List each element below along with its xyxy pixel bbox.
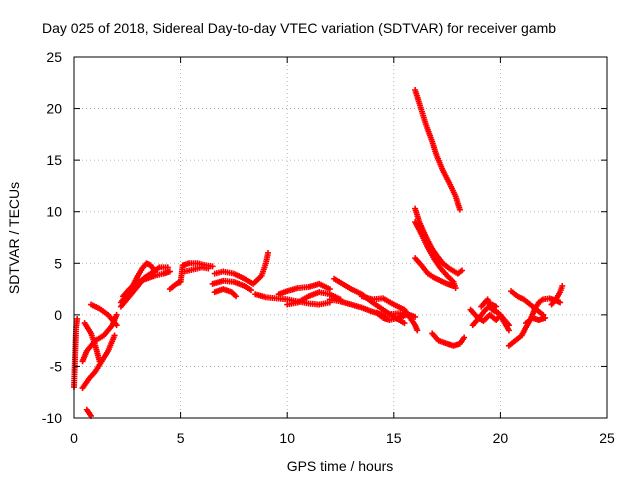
y-tick-label: 5 <box>54 255 62 271</box>
data-point <box>113 322 120 329</box>
data-points <box>71 87 566 419</box>
y-tick-label: -10 <box>42 410 62 426</box>
series-arc-3 <box>79 332 118 392</box>
series-arc-21 <box>373 309 410 324</box>
series-arc-24 <box>412 219 459 292</box>
series-arc-4 <box>83 406 95 419</box>
data-point <box>505 322 512 329</box>
data-point <box>505 327 512 334</box>
x-tick-label: 0 <box>70 430 78 446</box>
data-point <box>412 313 419 320</box>
data-point <box>96 358 103 365</box>
data-point <box>461 334 468 341</box>
data-point <box>403 311 410 318</box>
y-axis-label: SDTVAR / TECUs <box>6 182 22 294</box>
y-tick-label: 25 <box>46 49 62 65</box>
x-axis-label: GPS time / hours <box>287 458 394 474</box>
data-point <box>111 332 118 339</box>
x-tick-label: 5 <box>177 430 185 446</box>
y-tick-label: 0 <box>54 307 62 323</box>
data-point <box>401 320 408 327</box>
y-tick-label: 20 <box>46 101 62 117</box>
data-point <box>557 299 564 306</box>
data-point <box>459 267 466 274</box>
data-point <box>164 264 171 271</box>
series-arc-22 <box>412 87 463 213</box>
data-point <box>326 286 333 293</box>
y-tick-label: -5 <box>50 358 63 374</box>
data-point <box>166 268 173 275</box>
series-arc-17 <box>284 289 344 308</box>
data-point <box>542 314 549 321</box>
series-arc-31 <box>508 288 547 318</box>
series-arc-29 <box>478 296 512 329</box>
series-arc-32 <box>522 314 549 327</box>
data-point <box>493 303 500 310</box>
series-arc-12 <box>211 249 272 287</box>
data-point <box>456 206 463 213</box>
x-tick-label: 25 <box>599 430 615 446</box>
data-point <box>209 263 216 270</box>
data-point <box>205 265 212 272</box>
x-tick-label: 10 <box>279 430 295 446</box>
data-point <box>559 282 566 289</box>
data-point <box>233 293 240 300</box>
data-point <box>414 327 421 334</box>
series-arc-25 <box>412 255 457 289</box>
axis-ticks: 0 5 10 15 20 25 -10 -5 0 5 10 15 20 25 <box>42 49 615 446</box>
series-arc-14 <box>211 286 240 300</box>
x-tick-label: 20 <box>493 430 509 446</box>
data-point <box>74 315 81 322</box>
series-arc-13 <box>209 277 254 294</box>
data-point <box>113 311 120 318</box>
series-arc-33 <box>548 282 566 308</box>
series-arc-16 <box>275 280 333 298</box>
x-tick-label: 15 <box>386 430 402 446</box>
data-point <box>450 282 457 289</box>
data-point <box>265 249 272 256</box>
y-tick-label: 15 <box>46 152 62 168</box>
plot-frame <box>73 56 608 419</box>
series-arc-5 <box>81 320 103 365</box>
grid <box>74 57 607 418</box>
series-arc-11 <box>181 264 212 275</box>
series-arc-15 <box>252 291 333 308</box>
series-arc-6 <box>88 301 120 329</box>
data-point <box>247 287 254 294</box>
series-arc-26 <box>429 330 468 349</box>
y-tick-label: 10 <box>46 204 62 220</box>
series-arc-9 <box>117 264 171 310</box>
chart-title: Day 025 of 2018, Sidereal Day-to-day VTE… <box>42 20 556 36</box>
